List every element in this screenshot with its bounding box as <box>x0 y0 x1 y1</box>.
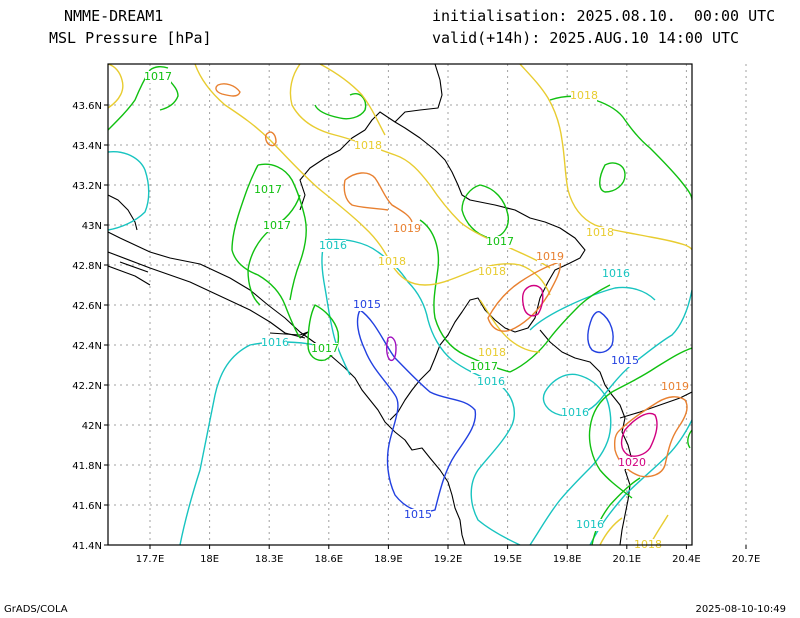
lat-tick-label: 42.2N <box>72 381 102 392</box>
contour-label-1018: 1018 <box>354 139 382 152</box>
contour-label-bg <box>320 240 346 252</box>
contour-label-1017: 1017 <box>470 360 498 373</box>
contour-label-bg <box>394 223 420 235</box>
contour-label-bg <box>145 71 171 83</box>
contour-label-bg <box>255 184 281 196</box>
init-time: initialisation: 2025.08.10. 00:00 UTC <box>432 7 776 25</box>
longitude-ticks: 17.7E 18E 18.3E 18.6E 18.9E 19.2E 19.5E 19.8E 20… <box>136 545 761 565</box>
contour-label-bg <box>354 299 380 311</box>
lon-tick-label: 17.7E <box>136 554 165 565</box>
plot-frame <box>107 63 693 546</box>
lat-tick-label: 43.4N <box>72 141 102 152</box>
coastline <box>108 64 692 545</box>
contour-label-bg <box>587 227 613 239</box>
contour-label-bg <box>571 90 597 102</box>
contour-label-bg <box>478 376 504 388</box>
lon-tick-label: 19.8E <box>553 554 582 565</box>
contour-label-bg <box>603 268 629 280</box>
lat-tick-label: 41.8N <box>72 461 102 472</box>
lat-tick-label: 43.6N <box>72 101 102 112</box>
contour-label-bg <box>405 509 431 521</box>
contour-label-1017: 1017 <box>254 183 282 196</box>
lat-tick-label: 42N <box>82 421 102 432</box>
generation-timestamp: 2025-08-10-10:49 <box>695 604 786 615</box>
contour-label-1020: 1020 <box>618 456 646 469</box>
lon-tick-label: 20.1E <box>613 554 642 565</box>
contour-label-bg <box>471 361 497 373</box>
contour-label-bg <box>355 140 381 152</box>
contour-label-1016: 1016 <box>319 239 347 252</box>
contour-label-1017: 1017 <box>486 235 514 248</box>
contour-label-1016: 1016 <box>561 406 589 419</box>
lon-tick-label: 18.9E <box>374 554 403 565</box>
lon-tick-label: 20.7E <box>732 554 761 565</box>
contour-label-1015: 1015 <box>404 508 432 521</box>
contour-label-bg <box>379 256 405 268</box>
valid-time: valid(+14h): 2025.AUG.10 14:00 UTC <box>432 29 740 47</box>
contour-label-1018: 1018 <box>378 255 406 268</box>
contour-label-1018: 1018 <box>586 226 614 239</box>
contour-label-1018: 1018 <box>478 265 506 278</box>
model-name: NMME-DREAM1 <box>64 7 164 25</box>
lon-tick-label: 18.3E <box>255 554 284 565</box>
contour-label-1016: 1016 <box>261 336 289 349</box>
lon-tick-label: 19.5E <box>493 554 522 565</box>
lon-tick-label: 18.6E <box>315 554 344 565</box>
contour-label-1019: 1019 <box>536 250 564 263</box>
contour-label-bg <box>262 337 288 349</box>
contour-label-1015: 1015 <box>353 298 381 311</box>
contour-label-1017: 1017 <box>311 342 339 355</box>
contour-label-bg <box>612 355 638 367</box>
contour-label-1016: 1016 <box>576 518 604 531</box>
contour-label-bg <box>479 347 505 359</box>
contour-label-1015: 1015 <box>611 354 639 367</box>
contour-label-1017: 1017 <box>263 219 291 232</box>
lon-tick-label: 20.4E <box>672 554 701 565</box>
contour-label-1019: 1019 <box>661 380 689 393</box>
lat-tick-label: 42.6N <box>72 301 102 312</box>
contour-label-bg <box>479 266 505 278</box>
contour-label-1019: 1019 <box>393 222 421 235</box>
lat-tick-label: 42.4N <box>72 341 102 352</box>
lon-tick-label: 18E <box>200 554 219 565</box>
contour-label-bg <box>537 251 563 263</box>
lat-tick-label: 41.6N <box>72 501 102 512</box>
lat-tick-label: 42.8N <box>72 261 102 272</box>
contour-label-1018: 1018 <box>570 89 598 102</box>
contour-label-bg <box>562 407 588 419</box>
lon-tick-label: 19.2E <box>434 554 463 565</box>
contour-label-bg <box>264 220 290 232</box>
lat-tick-label: 43.2N <box>72 181 102 192</box>
grid <box>108 64 747 545</box>
contour-label-bg <box>312 343 338 355</box>
contour-label-1018: 1018 <box>478 346 506 359</box>
lat-tick-label: 41.4N <box>72 541 102 552</box>
latitude-ticks: 43.6N 43.4N 43.2N 43N 42.8N 42.6N 42.4N 42.2N 42… <box>72 101 108 552</box>
contour-label-1017: 1017 <box>144 70 172 83</box>
contour-label-bg <box>619 457 645 469</box>
software-credit: GrADS/COLA <box>4 604 68 615</box>
contour-label-1016: 1016 <box>602 267 630 280</box>
contour-label-1016: 1016 <box>477 375 505 388</box>
field-name: MSL Pressure [hPa] <box>49 29 212 47</box>
contour-label-bg <box>662 381 688 393</box>
contour-label-bg <box>487 236 513 248</box>
lat-tick-label: 43N <box>82 221 102 232</box>
contour-label-bg <box>577 519 603 531</box>
